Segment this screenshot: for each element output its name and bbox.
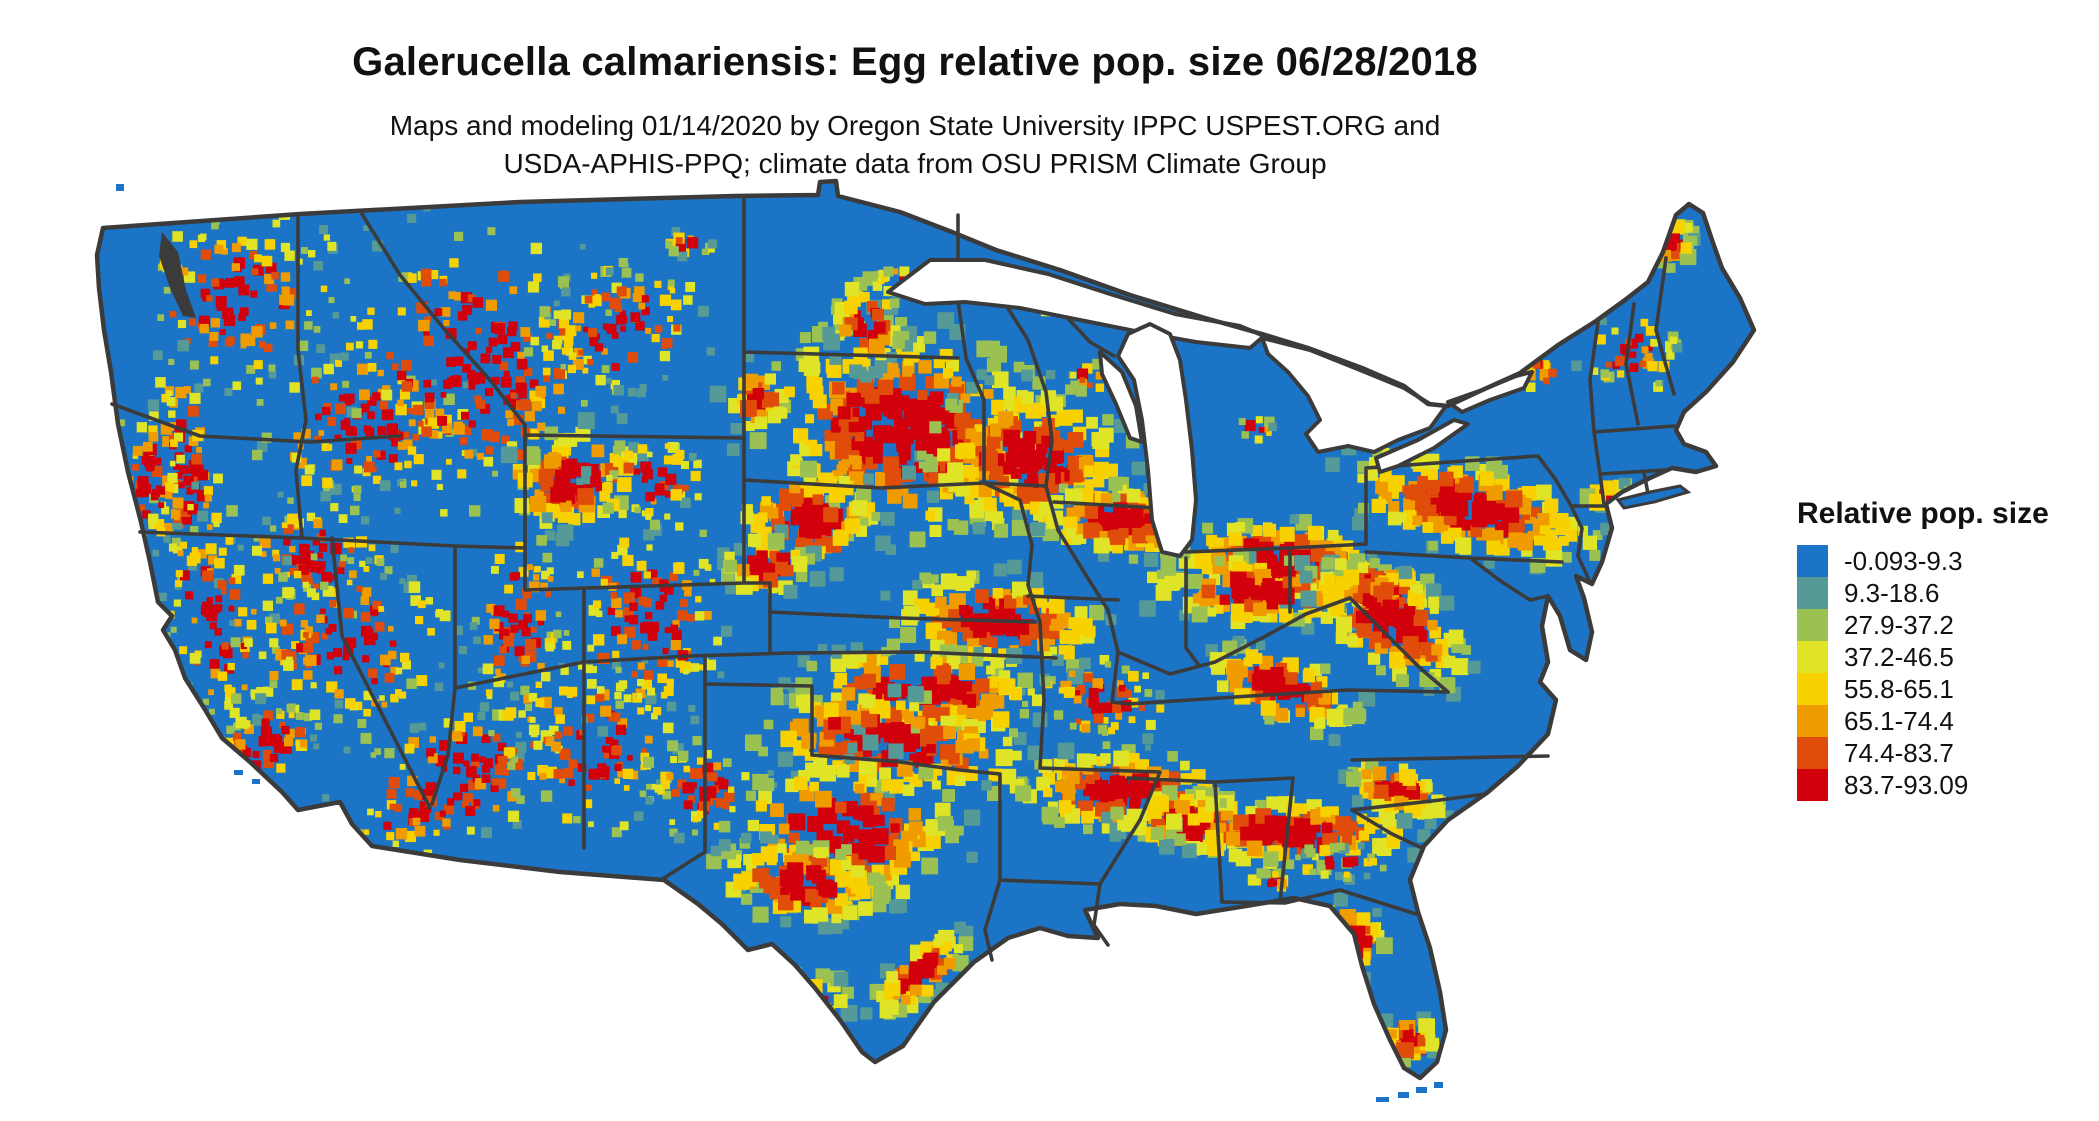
long-island <box>1615 484 1692 510</box>
islets <box>116 184 1443 1102</box>
legend-label: 83.7-93.09 <box>1844 769 1969 800</box>
page-subtitle: Maps and modeling 01/14/2020 by Oregon S… <box>0 107 1830 183</box>
page-title: Galerucella calmariensis: Egg relative p… <box>352 40 1478 84</box>
legend-label: 74.4-83.7 <box>1844 737 1954 768</box>
legend-swatch <box>1797 641 1828 673</box>
subtitle-line-2: USDA-APHIS-PPQ; climate data from OSU PR… <box>503 148 1327 179</box>
great-lakes <box>886 258 1534 558</box>
legend: Relative pop. size -0.093-9.3 9.3-18.6 2… <box>1797 497 2087 801</box>
legend-row: 27.9-37.2 <box>1797 609 2087 641</box>
legend-swatch <box>1797 769 1828 801</box>
subtitle-line-1: Maps and modeling 01/14/2020 by Oregon S… <box>389 110 1441 141</box>
legend-label: -0.093-9.3 <box>1844 545 1963 576</box>
legend-swatch <box>1797 609 1828 641</box>
legend-row: 74.4-83.7 <box>1797 737 2087 769</box>
legend-label: 65.1-74.4 <box>1844 705 1954 736</box>
us-outline <box>94 178 1757 1081</box>
legend-label: 27.9-37.2 <box>1844 609 1954 640</box>
legend-row: 65.1-74.4 <box>1797 705 2087 737</box>
legend-swatch <box>1797 577 1828 609</box>
legend-swatch <box>1797 545 1828 577</box>
header: Galerucella calmariensis: Egg relative p… <box>0 0 1830 183</box>
legend-swatch <box>1797 673 1828 705</box>
legend-row: 37.2-46.5 <box>1797 641 2087 673</box>
state-borders <box>110 194 1676 962</box>
legend-label: 9.3-18.6 <box>1844 577 1940 608</box>
legend-row: 9.3-18.6 <box>1797 577 2087 609</box>
legend-label: 37.2-46.5 <box>1844 641 1954 672</box>
legend-row: 55.8-65.1 <box>1797 673 2087 705</box>
legend-swatch <box>1797 705 1828 737</box>
legend-row: 83.7-93.09 <box>1797 769 2087 801</box>
puget-sound <box>159 232 196 318</box>
legend-title: Relative pop. size <box>1797 497 2049 530</box>
legend-row: -0.093-9.3 <box>1797 545 2087 577</box>
legend-label: 55.8-65.1 <box>1844 673 1954 704</box>
legend-rows: -0.093-9.3 9.3-18.6 27.9-37.2 37.2-46.5 … <box>1797 545 2087 801</box>
legend-swatch <box>1797 737 1828 769</box>
